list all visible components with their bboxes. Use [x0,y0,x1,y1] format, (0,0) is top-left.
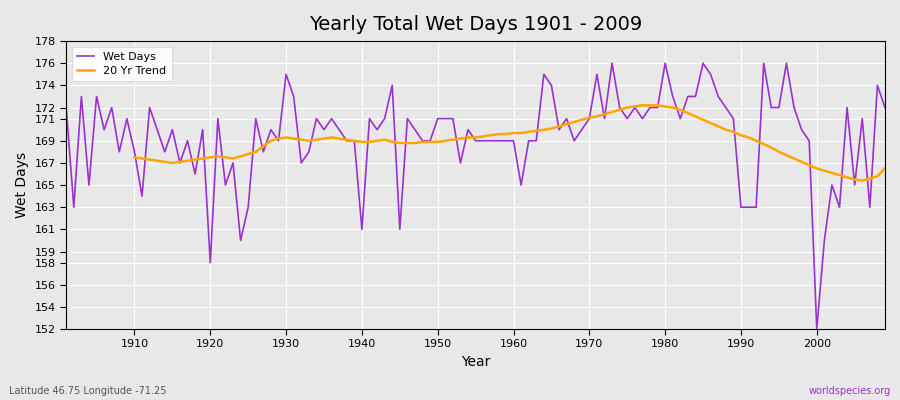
Wet Days [122,116,132,121]
20 Yr Trend [879,166,890,171]
Text: worldspecies.org: worldspecies.org [809,386,891,396]
20 Yr Trend [516,131,526,136]
Wet Days [61,105,72,110]
Legend: Wet Days, 20 Yr Trend: Wet Days, 20 Yr Trend [72,47,172,81]
20 Yr Trend [303,138,314,143]
Title: Yearly Total Wet Days 1901 - 2009: Yearly Total Wet Days 1901 - 2009 [309,15,643,34]
20 Yr Trend [826,170,837,175]
20 Yr Trend [273,136,284,141]
Wet Days [599,116,610,121]
20 Yr Trend [576,117,587,122]
20 Yr Trend [850,177,860,182]
Y-axis label: Wet Days: Wet Days [15,152,29,218]
X-axis label: Year: Year [461,355,491,369]
Wet Days [334,127,345,132]
Line: 20 Yr Trend: 20 Yr Trend [134,105,885,181]
Line: Wet Days: Wet Days [67,63,885,329]
Wet Days [812,327,823,332]
Wet Days [879,105,890,110]
Wet Days [607,61,617,66]
Wet Days [508,138,519,143]
20 Yr Trend [857,178,868,183]
20 Yr Trend [637,103,648,108]
Wet Days [288,94,299,99]
Wet Days [500,138,511,143]
Text: Latitude 46.75 Longitude -71.25: Latitude 46.75 Longitude -71.25 [9,386,166,396]
20 Yr Trend [129,155,140,160]
